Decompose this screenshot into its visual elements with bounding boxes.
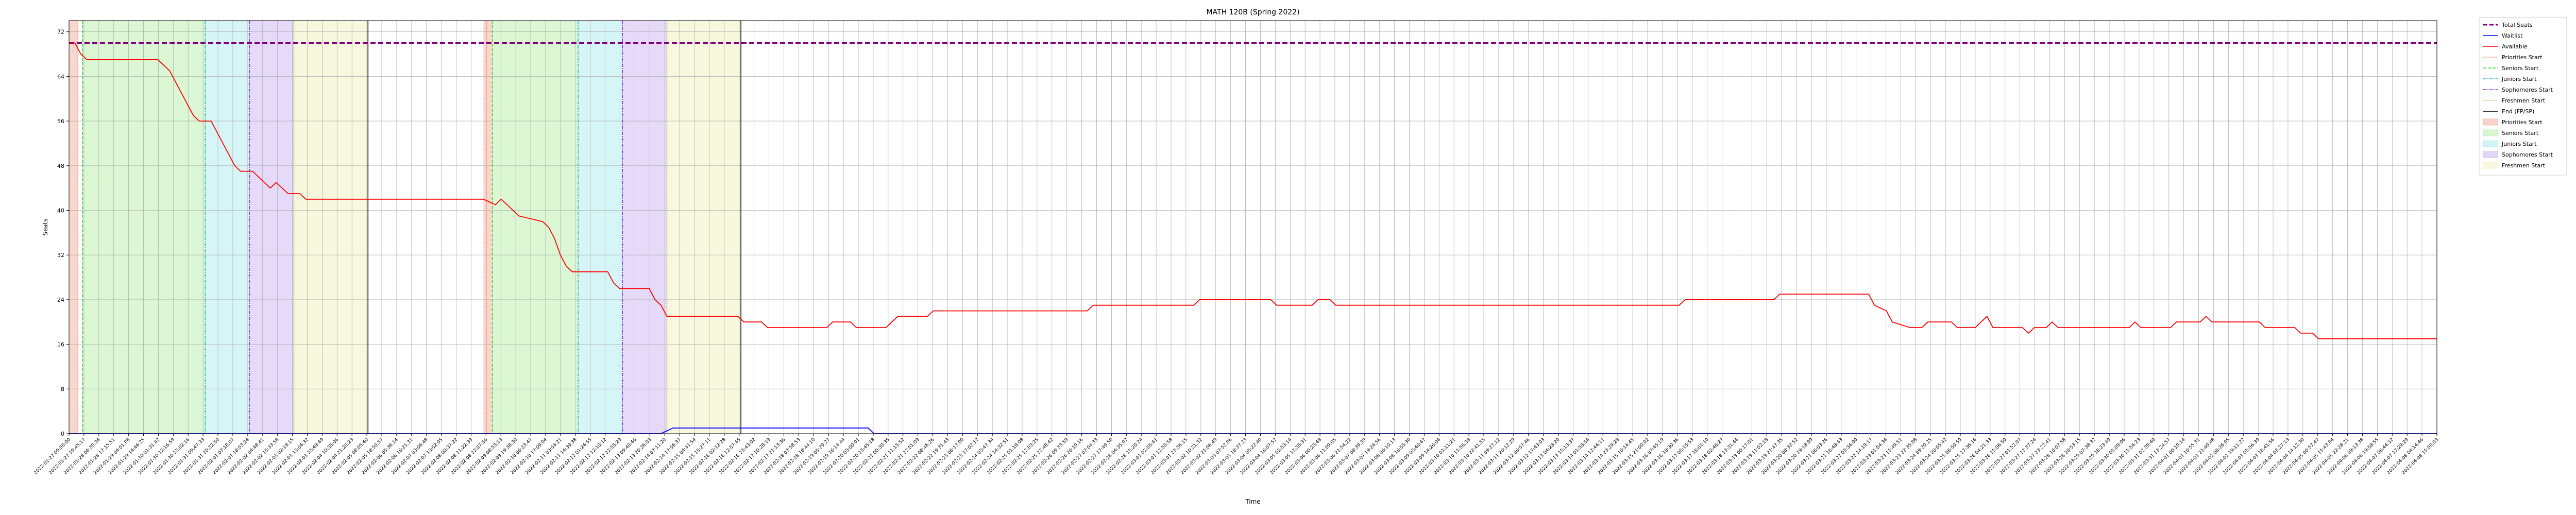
legend-swatch [2483, 162, 2498, 169]
legend-label: Waitlist [2502, 32, 2523, 39]
legend-swatch [2483, 151, 2498, 158]
span-band [249, 21, 294, 434]
legend-label: Priorities Start [2502, 54, 2543, 61]
legend-label: Juniors Start [2501, 76, 2537, 82]
y-tick-label: 24 [57, 297, 64, 303]
y-tick-label: 32 [57, 252, 64, 259]
legend-label: Priorities Start [2502, 119, 2543, 126]
legend-label: Seniors Start [2502, 130, 2539, 136]
y-axis-label: Seats [42, 218, 49, 235]
span-band [622, 21, 667, 434]
y-tick-label: 48 [57, 163, 64, 169]
legend-label: Juniors Start [2501, 141, 2537, 147]
y-tick-label: 56 [57, 118, 64, 125]
y-tick-label: 40 [57, 207, 64, 214]
grid-lines [69, 21, 2437, 434]
period-markers [77, 21, 741, 434]
span-band [294, 21, 368, 434]
legend-label: Freshmen Start [2502, 97, 2546, 104]
span-band [667, 21, 741, 434]
span-band [205, 21, 250, 434]
legend-label: Seniors Start [2502, 65, 2539, 72]
period-spans [69, 21, 741, 434]
y-tick-label: 0 [61, 431, 64, 437]
legend-label: Total Seats [2501, 22, 2533, 28]
legend-label: Freshmen Start [2502, 162, 2546, 169]
y-tick-label: 16 [57, 341, 64, 348]
legend-label: Sophomores Start [2502, 151, 2553, 158]
legend-label: End (FP/SP) [2502, 108, 2534, 115]
legend: Total Seats Waitlist Available Priorities S… [2479, 17, 2567, 176]
span-band [82, 21, 206, 434]
span-band [492, 21, 579, 434]
span-band [578, 21, 623, 434]
x-axis-label: Time [1245, 498, 1260, 505]
chart-title: MATH 120B (Spring 2022) [1206, 8, 1299, 16]
span-band [69, 21, 78, 434]
legend-swatch [2483, 118, 2498, 126]
series-waitlist-line [69, 427, 2437, 434]
y-tick-label: 72 [57, 29, 64, 36]
y-tick-label: 64 [57, 73, 64, 80]
legend-swatch [2483, 129, 2498, 136]
series-lines [69, 42, 2437, 434]
legend-box [2479, 17, 2567, 176]
y-axis: 0 8 16 24 32 40 48 56 64 72 [57, 29, 69, 437]
series-available-line [69, 42, 2437, 339]
plot-frame [69, 20, 2437, 434]
span-band [483, 21, 493, 434]
legend-label: Sophomores Start [2502, 87, 2553, 93]
legend-label: Available [2502, 43, 2528, 50]
legend-swatch [2483, 140, 2498, 147]
y-tick-label: 8 [61, 386, 64, 392]
